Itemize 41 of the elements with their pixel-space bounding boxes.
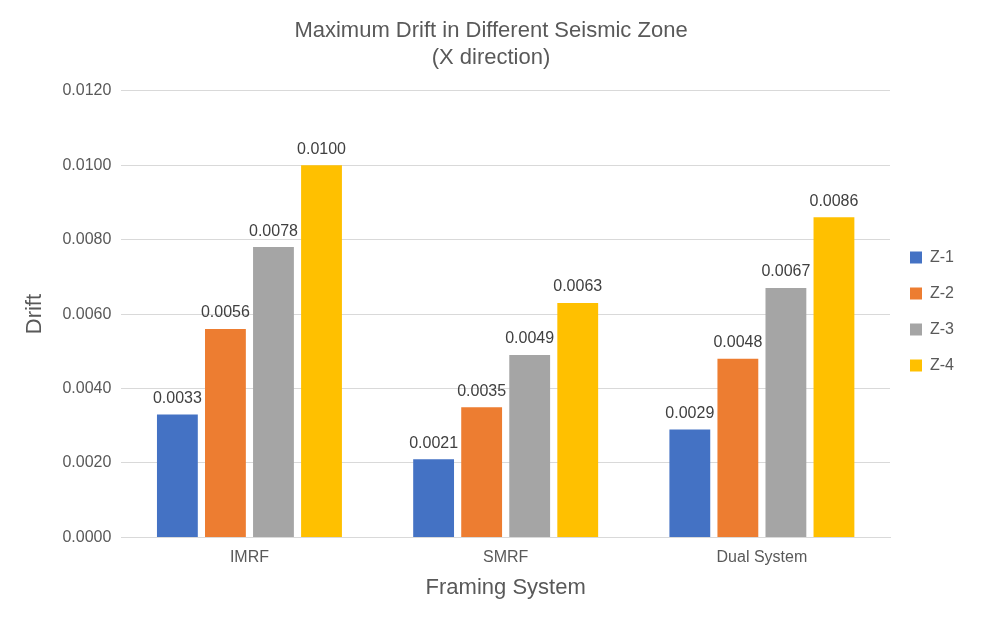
y-axis-title: Drift bbox=[21, 293, 47, 335]
x-tick-label: Dual System bbox=[716, 548, 808, 566]
data-label: 0.0033 bbox=[152, 388, 202, 406]
data-label: 0.0021 bbox=[409, 433, 459, 451]
bar bbox=[253, 247, 294, 537]
legend-label: Z-3 bbox=[930, 319, 955, 337]
x-axis-title: Framing System bbox=[425, 573, 586, 599]
bar bbox=[301, 165, 342, 537]
y-tick-label: 0.0040 bbox=[62, 378, 112, 396]
data-label: 0.0035 bbox=[457, 381, 507, 399]
data-label: 0.0048 bbox=[713, 333, 763, 351]
bar bbox=[765, 288, 807, 537]
legend-label: Z-2 bbox=[930, 283, 955, 301]
legend-label: Z-1 bbox=[930, 247, 955, 265]
data-label: 0.0100 bbox=[297, 139, 347, 157]
y-tick-label: 0.0060 bbox=[62, 304, 112, 322]
y-tick-label: 0.0100 bbox=[62, 155, 112, 173]
data-label: 0.0067 bbox=[761, 262, 811, 280]
data-label: 0.0086 bbox=[809, 191, 859, 209]
bar bbox=[205, 328, 246, 537]
y-tick-label: 0.0000 bbox=[62, 527, 112, 545]
bar bbox=[156, 414, 198, 537]
data-label: 0.0049 bbox=[505, 329, 555, 347]
chart-title: Maximum Drift in Different Seismic Zone (X direction) bbox=[294, 17, 688, 69]
data-label: 0.0063 bbox=[553, 277, 603, 295]
bar bbox=[813, 217, 855, 537]
legend-label: Z-4 bbox=[930, 355, 955, 373]
data-label: 0.0056 bbox=[200, 303, 250, 321]
data-label: 0.0029 bbox=[665, 403, 715, 421]
bar bbox=[413, 459, 455, 537]
bar bbox=[557, 302, 599, 537]
data-label: 0.0078 bbox=[249, 221, 299, 239]
bar bbox=[509, 355, 551, 537]
y-tick-label: 0.0020 bbox=[62, 453, 112, 471]
x-tick-label: SMRF bbox=[483, 548, 529, 566]
x-tick-label: IMRF bbox=[229, 548, 270, 566]
y-tick-label: 0.0080 bbox=[62, 230, 112, 248]
y-tick-label: 0.0120 bbox=[62, 81, 112, 99]
bar bbox=[717, 358, 759, 537]
bar bbox=[461, 407, 503, 537]
bar bbox=[669, 429, 711, 537]
